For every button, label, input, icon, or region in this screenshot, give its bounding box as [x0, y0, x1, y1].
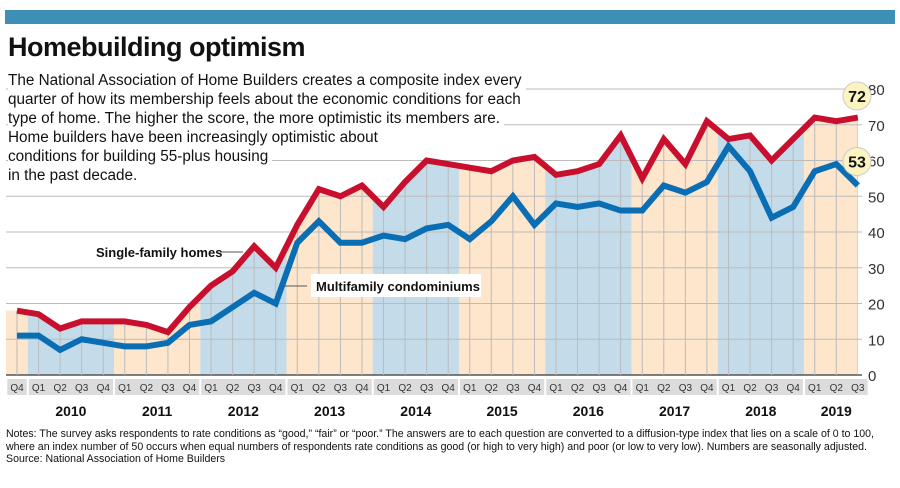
quarter-label: Q2 — [398, 383, 412, 394]
single-family-line — [16, 114, 859, 336]
year-label: 2013 — [314, 403, 345, 419]
quarter-label: Q3 — [420, 383, 434, 394]
quarter-label-box — [7, 379, 27, 395]
quarter-label-box — [804, 379, 868, 395]
notes: Notes: The survey asks respondents to ra… — [6, 428, 896, 466]
year-label: 2017 — [659, 403, 690, 419]
intro-text: The National Association of Home Builder… — [8, 71, 528, 185]
y-tick-label: 70 — [868, 118, 885, 135]
quarter-label: Q3 — [161, 383, 175, 394]
quarter-label: Q3 — [75, 383, 89, 394]
y-tick-label: 60 — [868, 154, 885, 171]
quarter-label: Q1 — [463, 383, 477, 394]
year-label: 2014 — [400, 403, 431, 419]
quarter-label: Q2 — [312, 383, 326, 394]
quarter-label: Q4 — [183, 383, 197, 394]
year-label: 2011 — [142, 403, 173, 419]
year-band — [545, 117, 632, 375]
quarter-label: Q4 — [786, 383, 800, 394]
y-tick-label: 10 — [868, 332, 885, 349]
year-label: 2018 — [745, 403, 776, 419]
quarter-label: Q4 — [97, 383, 111, 394]
intro-line: type of home. The higher the score, the … — [8, 109, 504, 128]
series-label-single: Single-family homes — [96, 245, 222, 260]
quarter-label-box — [546, 379, 631, 395]
y-tick-label: 20 — [868, 297, 885, 314]
intro-line: conditions for building 55-plus housing — [8, 147, 273, 166]
y-tick-label: 50 — [868, 189, 885, 206]
quarter-label: Q2 — [485, 383, 499, 394]
value-callout — [842, 147, 872, 176]
quarter-label: Q2 — [140, 383, 154, 394]
series-label-multi: Multifamily condominiums — [316, 279, 480, 294]
quarter-label-box — [459, 379, 545, 395]
intro-line: Home builders have been increasingly opt… — [8, 128, 382, 147]
quarter-label: Q3 — [247, 383, 261, 394]
quarter-label: Q1 — [377, 383, 391, 394]
quarter-label: Q2 — [226, 383, 240, 394]
quarter-label: Q1 — [636, 383, 650, 394]
quarter-label: Q2 — [571, 383, 585, 394]
quarter-label: Q3 — [334, 383, 348, 394]
quarter-label: Q3 — [765, 383, 779, 394]
year-label: 2015 — [487, 403, 518, 419]
intro-line: quarter of how its membership feels abou… — [8, 90, 525, 109]
year-label: 2016 — [573, 403, 604, 419]
quarter-label: Q1 — [291, 383, 305, 394]
quarter-label: Q2 — [830, 383, 844, 394]
quarter-label: Q4 — [528, 383, 542, 394]
quarter-label: Q1 — [118, 383, 132, 394]
y-tick-label: 30 — [868, 261, 885, 278]
multifamily-line — [17, 141, 860, 354]
source-text: Source: National Association of Home Bui… — [6, 453, 226, 465]
quarter-label: Q1 — [32, 383, 46, 394]
label-background — [311, 274, 481, 297]
intro-line: in the past decade. — [8, 166, 142, 185]
quarter-label: Q1 — [722, 383, 736, 394]
quarter-label: Q2 — [743, 383, 757, 394]
value-callout — [842, 81, 872, 111]
quarter-label: Q3 — [851, 383, 865, 394]
top-color-bar — [5, 10, 895, 24]
value-callout-text: 53 — [848, 155, 866, 172]
quarter-label: Q4 — [355, 383, 369, 394]
quarter-label-box — [28, 379, 114, 395]
quarter-label: Q2 — [657, 383, 671, 394]
quarter-label: Q4 — [614, 383, 628, 394]
year-label: 2010 — [55, 403, 86, 419]
value-callout-text: 72 — [848, 89, 866, 106]
y-tick-label: 0 — [868, 368, 876, 385]
quarter-label-box — [287, 379, 372, 395]
quarter-label: Q1 — [808, 383, 822, 394]
y-tick-label: 80 — [868, 82, 885, 99]
quarter-label: Q1 — [204, 383, 218, 394]
year-label: 2012 — [228, 403, 259, 419]
year-label: 2019 — [821, 403, 852, 419]
quarter-label: Q3 — [679, 383, 693, 394]
notes-text: Notes: The survey asks respondents to ra… — [6, 428, 874, 453]
quarter-label-box — [373, 379, 458, 395]
quarter-label: Q4 — [269, 383, 283, 394]
quarter-label: Q2 — [53, 383, 67, 394]
quarter-label: Q4 — [10, 383, 24, 394]
quarter-label: Q1 — [549, 383, 563, 394]
year-band — [717, 117, 804, 375]
quarter-label-box — [632, 379, 717, 395]
intro-line: The National Association of Home Builder… — [8, 71, 526, 90]
quarter-label: Q4 — [700, 383, 714, 394]
page-title: Homebuilding optimism — [8, 32, 306, 62]
quarter-label: Q3 — [506, 383, 520, 394]
quarter-label-box — [718, 379, 803, 395]
quarter-label-box — [201, 379, 286, 395]
quarter-label: Q3 — [592, 383, 606, 394]
quarter-label-box — [115, 379, 200, 395]
quarter-label: Q4 — [442, 383, 456, 394]
y-tick-label: 40 — [868, 225, 885, 242]
